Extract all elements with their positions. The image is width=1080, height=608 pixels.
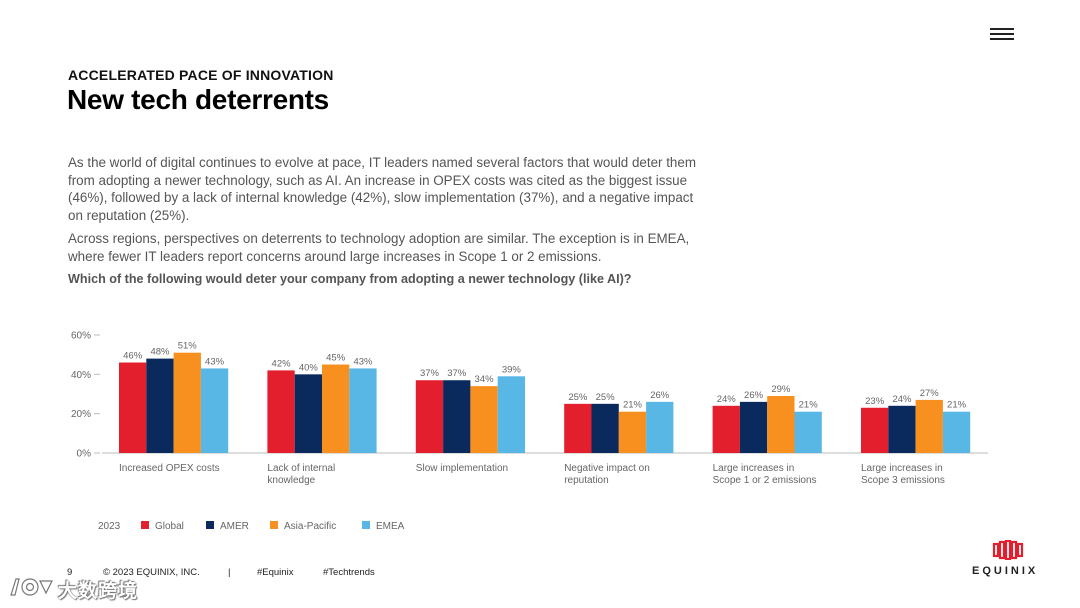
bar-asia-pacific (470, 386, 498, 453)
legend-swatch (270, 521, 278, 529)
y-tick-label: 0% (77, 449, 92, 460)
bar-value-label: 23% (865, 396, 885, 407)
legend-label: Global (155, 521, 184, 532)
bar-value-label: 37% (420, 368, 440, 379)
hamburger-menu-icon[interactable] (990, 28, 1014, 42)
bar-global (712, 405, 740, 453)
bar-value-label: 51% (178, 341, 198, 352)
regional-paragraph: Across regions, perspectives on deterren… (68, 231, 690, 264)
legend-label: EMEA (376, 521, 405, 532)
equinix-logo-text: EQUINIX (972, 565, 1039, 577)
bar-global (415, 380, 444, 453)
category-label: knowledge (267, 475, 315, 486)
category-label: Large increases in (861, 463, 943, 474)
bar-amer (888, 405, 916, 453)
legend-title: 2023 (98, 521, 121, 532)
bar-asia-pacific (767, 395, 795, 453)
page-title: New tech deterrents (67, 84, 329, 115)
category-label: reputation (564, 475, 608, 486)
bar-emea (646, 401, 674, 453)
bar-global (119, 362, 147, 453)
category-label: Scope 3 emissions (861, 475, 945, 486)
bar-emea (349, 368, 377, 453)
watermark-logo-icon (10, 578, 53, 596)
hashtag-techtrends[interactable]: #Techtrends (323, 567, 375, 578)
bar-emea (942, 411, 971, 453)
equinix-logo-icon (992, 540, 1024, 560)
bar-asia-pacific (915, 399, 943, 453)
bar-asia-pacific (173, 352, 201, 453)
deterrents-bar-chart: 0% 20% 40% 60% 46% 48% 51% 43% Increased OPEX co… (71, 331, 988, 532)
bar-value-label: 26% (744, 390, 764, 401)
bar-value-label: 21% (623, 400, 643, 411)
y-tick-label: 60% (71, 331, 91, 342)
legend-swatch (362, 521, 370, 529)
section-eyebrow: ACCELERATED PACE OF INNOVATION (68, 67, 334, 83)
bar-value-label: 37% (447, 368, 467, 379)
y-tick-label: 40% (71, 370, 91, 381)
bar-amer (294, 374, 322, 453)
bar-value-label: 24% (717, 394, 737, 405)
watermark: 大数跨境 (8, 574, 148, 602)
bar-value-label: 46% (123, 351, 143, 362)
intro-paragraph: As the world of digital continues to evo… (68, 155, 696, 223)
bar-amer (739, 401, 768, 453)
hashtag-equinix[interactable]: #Equinix (257, 567, 294, 578)
bar-value-label: 34% (475, 374, 495, 385)
bar-emea (497, 376, 525, 453)
category-label: Slow implementation (416, 463, 508, 474)
bar-value-label: 24% (892, 394, 912, 405)
bar-value-label: 48% (150, 347, 170, 358)
legend-label: Asia-Pacific (284, 521, 336, 532)
y-tick-label: 20% (71, 409, 91, 420)
copyright: © 2023 EQUINIX, INC. (103, 567, 200, 578)
bar-global (861, 407, 889, 453)
category-label: Negative impact on (564, 463, 650, 474)
category-label: Large increases in (713, 463, 795, 474)
chart-question: Which of the following would deter your … (68, 272, 632, 286)
bar-value-label: 25% (596, 392, 616, 403)
page-number: 9 (67, 567, 73, 578)
category-label: Scope 1 or 2 emissions (713, 475, 817, 486)
bar-asia-pacific (618, 411, 647, 453)
legend-swatch (141, 521, 149, 529)
bar-amer (443, 380, 471, 453)
bar-emea (794, 411, 822, 453)
bar-value-label: 42% (272, 358, 292, 369)
equinix-logo: EQUINIX (968, 540, 1052, 580)
bar-asia-pacific (322, 364, 350, 453)
bar-value-label: 25% (568, 392, 588, 403)
bar-value-label: 26% (650, 390, 670, 401)
bar-global (564, 403, 592, 453)
legend-label: AMER (220, 521, 249, 532)
bar-value-label: 21% (799, 400, 819, 411)
bar-value-label: 39% (502, 364, 522, 375)
bar-value-label: 27% (920, 388, 940, 399)
bar-value-label: 29% (771, 384, 791, 395)
bar-value-label: 43% (353, 356, 373, 367)
bar-amer (146, 358, 174, 453)
watermark-text: 大数跨境 (58, 581, 139, 602)
bar-value-label: 43% (205, 356, 225, 367)
category-label: Increased OPEX costs (119, 463, 220, 474)
bar-emea (200, 368, 229, 453)
footer-separator: | (228, 567, 231, 578)
bar-value-label: 21% (947, 400, 967, 411)
bar-global (267, 370, 295, 453)
bar-amer (591, 403, 619, 453)
bar-value-label: 45% (326, 353, 346, 364)
category-label: Lack of internal (267, 463, 335, 474)
bar-value-label: 40% (299, 362, 319, 373)
legend-swatch (206, 521, 214, 529)
